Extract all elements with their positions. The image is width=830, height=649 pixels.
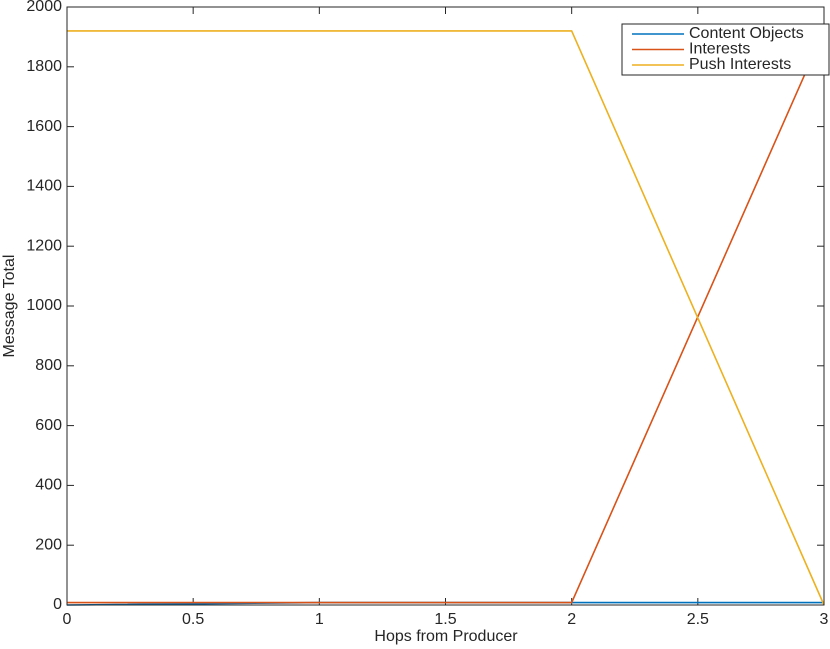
legend-label: Content Objects [689,25,804,42]
x-tick-label: 0.5 [182,611,204,628]
plot-frame [66,6,825,606]
legend-label: Interests [689,41,750,58]
x-tick-label: 0 [63,611,72,628]
x-tick-label: 2.5 [687,611,709,628]
y-tick-label: 200 [35,536,62,553]
y-axis-label: Message Total [1,255,18,358]
y-tick-label: 1200 [26,237,62,254]
y-tick-label: 1000 [26,297,62,314]
y-tick-label: 2000 [26,0,62,15]
x-tick-label: 3 [820,611,829,628]
line-series [67,30,825,604]
y-tick-label: 0 [53,596,62,613]
x-tick-label: 1.5 [434,611,456,628]
y-tick-label: 1600 [26,118,62,135]
y-tick-label: 600 [35,417,62,434]
x-tick-label: 1 [315,611,324,628]
y-tick-label: 800 [35,357,62,374]
x-tick-label: 2 [567,611,576,628]
y-tick-label: 1400 [26,178,62,195]
legend-label: Push Interests [689,56,791,73]
line-series [67,30,825,606]
y-tick-label: 400 [35,477,62,494]
y-tick-label: 1800 [26,58,62,75]
x-axis-label: Hops from Producer [374,628,518,645]
